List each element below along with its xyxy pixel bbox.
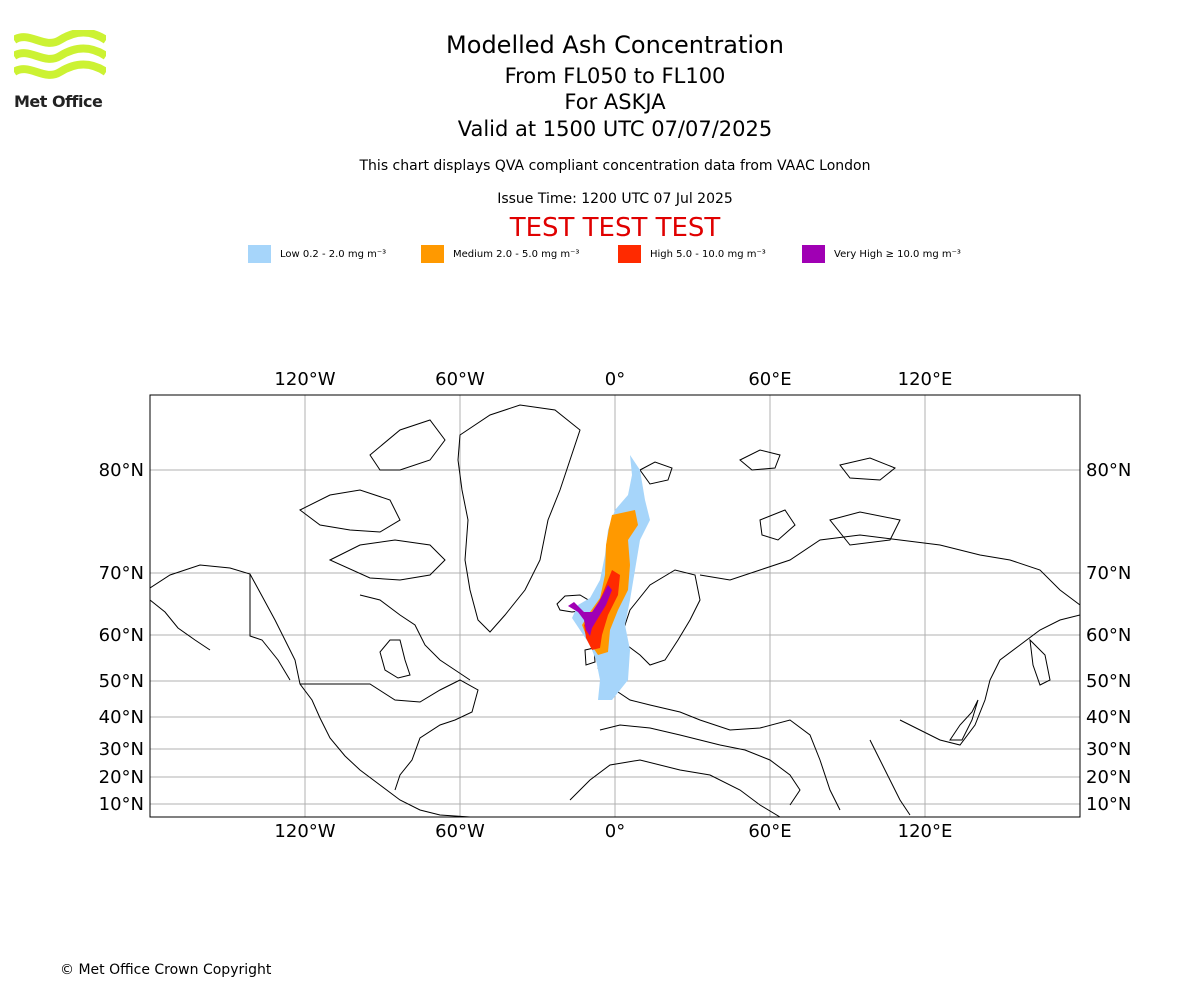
qva-note: This chart displays QVA compliant concen… — [359, 158, 871, 174]
legend-item-low: Low 0.2 - 2.0 mg m⁻³ — [248, 245, 386, 263]
legend-label-high: High 5.0 - 10.0 mg m⁻³ — [650, 248, 766, 260]
lat-tick-right: 70°N — [1086, 563, 1131, 584]
ash-very-high — [568, 585, 612, 636]
legend-item-very-high: Very High ≥ 10.0 mg m⁻³ — [802, 245, 961, 263]
lat-tick-right: 40°N — [1086, 707, 1131, 728]
lon-tick-bottom: 60°E — [748, 821, 791, 842]
met-office-logo: Met Office — [11, 28, 109, 112]
legend-swatch-medium — [421, 245, 444, 263]
volcano-name: For ASKJA — [564, 90, 666, 114]
coastlines — [150, 404, 1080, 817]
ash-plume — [568, 455, 650, 700]
lon-tick-top: 60°W — [435, 369, 485, 390]
lon-tick-top: 120°E — [898, 369, 953, 390]
lon-tick-bottom: 0° — [605, 821, 625, 842]
legend-label-medium: Medium 2.0 - 5.0 mg m⁻³ — [453, 248, 580, 260]
lat-tick-right: 50°N — [1086, 671, 1131, 692]
lat-tick-left: 80°N — [99, 460, 144, 481]
legend-item-medium: Medium 2.0 - 5.0 mg m⁻³ — [421, 245, 579, 263]
lon-tick-top: 60°E — [748, 369, 791, 390]
met-office-waves-icon — [11, 28, 109, 79]
legend-item-high: High 5.0 - 10.0 mg m⁻³ — [618, 245, 766, 263]
test-banner: TEST TEST TEST — [509, 213, 721, 243]
valid-time: Valid at 1500 UTC 07/07/2025 — [457, 117, 773, 141]
legend-label-low: Low 0.2 - 2.0 mg m⁻³ — [280, 248, 387, 260]
lon-tick-bottom: 60°W — [435, 821, 485, 842]
logo-text: Met Office — [14, 92, 103, 111]
legend-swatch-high — [618, 245, 641, 263]
ash-map: 120°W 60°W 0° 60°E 120°E 120°W 60°W 0° 6… — [99, 369, 1132, 842]
copyright-notice: © Met Office Crown Copyright — [60, 962, 272, 978]
lat-tick-right: 20°N — [1086, 767, 1131, 788]
flight-levels: From FL050 to FL100 — [504, 64, 726, 88]
lat-tick-right: 10°N — [1086, 794, 1131, 815]
lon-tick-top: 0° — [605, 369, 625, 390]
lon-tick-bottom: 120°E — [898, 821, 953, 842]
lat-tick-right: 60°N — [1086, 625, 1131, 646]
lat-tick-right: 80°N — [1086, 460, 1131, 481]
legend-label-very-high: Very High ≥ 10.0 mg m⁻³ — [834, 248, 961, 260]
legend-swatch-very-high — [802, 245, 825, 263]
lat-tick-right: 30°N — [1086, 739, 1131, 760]
lat-tick-left: 70°N — [99, 563, 144, 584]
lon-tick-bottom: 120°W — [274, 821, 335, 842]
lat-tick-left: 50°N — [99, 671, 144, 692]
lat-tick-left: 40°N — [99, 707, 144, 728]
lat-tick-left: 10°N — [99, 794, 144, 815]
lat-tick-left: 60°N — [99, 625, 144, 646]
lat-tick-left: 20°N — [99, 767, 144, 788]
chart-title: Modelled Ash Concentration — [446, 31, 784, 59]
map-frame — [149, 394, 1081, 818]
lon-tick-top: 120°W — [274, 369, 335, 390]
issue-time: Issue Time: 1200 UTC 07 Jul 2025 — [497, 191, 733, 207]
lat-tick-left: 30°N — [99, 739, 144, 760]
legend-swatch-low — [248, 245, 271, 263]
